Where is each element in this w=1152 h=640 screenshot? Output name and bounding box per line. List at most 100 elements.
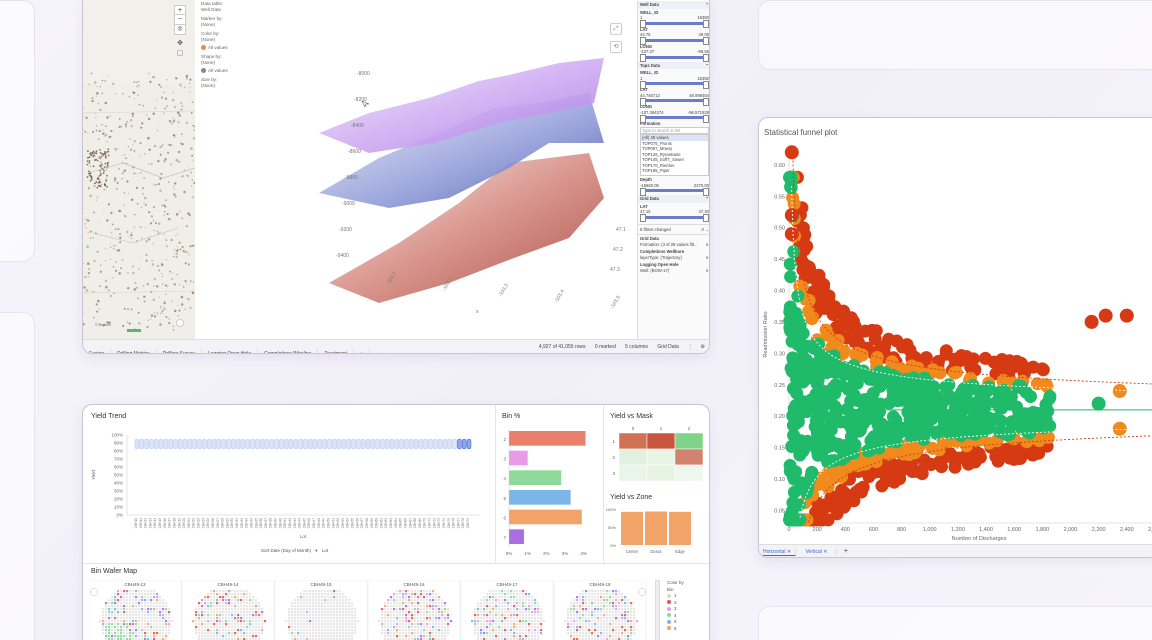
marker-by-value[interactable]: (None) (201, 22, 216, 27)
funnel-point (783, 305, 797, 319)
tab-drilling-metrics[interactable]: Drilling Metrics (111, 349, 157, 353)
bin-legend-item[interactable]: 4 (667, 613, 684, 620)
map-panel[interactable]: © Mapbox (83, 0, 195, 339)
tab-facing[interactable]: Facing (83, 349, 112, 353)
wafer-die (513, 593, 516, 596)
lot-tick-label: CBH17 (168, 518, 172, 529)
expand-icon[interactable]: ⤢ (610, 23, 622, 35)
reset-filters-icon[interactable]: ↺ ⌄ (700, 226, 709, 232)
filters-changed-bar[interactable]: 5 filters changed ↺ ⌄ (638, 223, 709, 235)
wafer-die (426, 599, 429, 602)
completions-filter-item[interactable]: layerType: (Trajectory) ✕ (640, 255, 709, 261)
wafer-die (609, 626, 612, 629)
formation-list-item[interactable]: TOP145_SoffT_Sower (642, 157, 684, 162)
rectangle-select-icon[interactable]: ▢ (176, 50, 184, 57)
zoom-in-button[interactable]: + (174, 5, 186, 15)
tab-treatment[interactable]: Treatment (318, 349, 354, 353)
close-icon[interactable]: ✕ (705, 241, 709, 247)
add-tab-button[interactable]: + (354, 349, 370, 353)
wafer-die (621, 617, 624, 620)
bin-legend-item[interactable]: 5 (667, 619, 684, 626)
yield-vs-zone-chart[interactable]: 100%50%0%Center Donut Edge (605, 505, 709, 559)
tab-completions-wireline[interactable]: Completions Wireline (258, 349, 319, 353)
wafer-die (351, 632, 354, 635)
filter-group-grid-data[interactable]: Grid Data ⌃ (638, 195, 709, 203)
grid-data-filter-item[interactable]: Formation: (3 of 29 values filt... ✕ (640, 242, 709, 248)
yield-trend-chart[interactable]: 100%90%80%70%60%50%40%30%20%10%0%YieldCB… (83, 419, 488, 564)
shape-legend-item[interactable]: All values (201, 68, 259, 74)
wafer-die (321, 593, 324, 596)
color-legend-item[interactable]: All values (201, 45, 259, 51)
sort-axis-selector[interactable]: Sort Date (Day of Month) ▾ Lot (261, 548, 329, 553)
bin-legend-item[interactable]: 3 (667, 606, 684, 613)
wafer-die (240, 620, 243, 623)
well-id-slider[interactable] (640, 20, 709, 28)
color-by-value[interactable]: (None) (201, 37, 216, 42)
bin-wafer-map[interactable]: CBH49-13 CBH49-14 CBH49-15 CBH49-16 CBH49-17… (89, 580, 651, 640)
zoom-out-button[interactable]: − (174, 15, 186, 25)
color-by-label[interactable]: Color by (667, 580, 684, 585)
logging-filter-item[interactable]: Well: (BOW-17) ✕ (640, 268, 709, 274)
size-by-value[interactable]: (None) (201, 83, 216, 88)
wafer-die (255, 638, 258, 640)
lat-slider[interactable] (640, 37, 709, 45)
bin-legend-item[interactable]: 6 (667, 626, 684, 633)
formation-list-item[interactable]: TOP097_Mowry (642, 146, 673, 151)
wafer-die (300, 632, 303, 635)
wafer-die (408, 620, 411, 623)
funnel-plot-chart[interactable]: 0.050.100.150.200.250.300.350.400.450.50… (759, 138, 1152, 548)
formation-list-item[interactable]: TOP185_Piper (642, 168, 670, 173)
formation-search-input[interactable]: Type to search in list (640, 126, 709, 134)
wafer-die (237, 608, 240, 611)
settings-icon[interactable]: ⚙ (700, 344, 705, 350)
bin-legend-item[interactable]: 1 (667, 593, 684, 600)
map-close-icon[interactable] (176, 319, 184, 327)
close-icon[interactable]: ✕ (705, 267, 709, 273)
wafer-die (255, 614, 258, 617)
filter-group-tops-data[interactable]: Tops Data ⌃ (638, 61, 709, 69)
wafer-die (537, 617, 540, 620)
data-table-value[interactable]: Well Data (201, 7, 221, 12)
filter-group-well-data[interactable]: Well Data ⌃ (638, 1, 709, 9)
wafer-die (222, 608, 225, 611)
more-icon[interactable]: ⋮ (688, 344, 694, 350)
depth-slider[interactable] (640, 187, 709, 196)
pan-icon[interactable]: ✥ (177, 40, 183, 47)
tab-horizontal[interactable]: Horizontal ✕ (759, 549, 797, 556)
surface-3d-plot[interactable]: -8000-8200-8400-8600-8800-9000-9200-9400… (259, 0, 633, 339)
formation-list-item[interactable]: TOP170_Rierdon (642, 162, 675, 168)
yield-box (153, 438, 159, 450)
wafer-die (141, 608, 144, 611)
shape-by-value[interactable]: (None) (201, 60, 216, 65)
close-icon[interactable]: ✕ (705, 254, 709, 260)
reset-view-icon[interactable]: ◎ (174, 25, 186, 35)
data-table-selector[interactable]: Grid Data (657, 344, 679, 350)
wafer-die (141, 617, 144, 620)
tab-drilling-survey[interactable]: Drilling Survey (157, 349, 203, 353)
formation-list-item[interactable]: TOP075_Pronis (642, 140, 672, 146)
wafer-scrollbar[interactable] (655, 580, 660, 640)
add-tab-button[interactable]: + (843, 548, 848, 555)
wafer-die (573, 599, 576, 602)
lat2-slider[interactable] (640, 97, 709, 106)
grid-lat-slider[interactable] (640, 214, 709, 222)
wafer-die (594, 593, 597, 596)
wafer-die (330, 611, 333, 614)
long-slider[interactable] (640, 54, 709, 62)
tab-vertical[interactable]: Vertical ✕ (797, 549, 837, 555)
formation-list-item[interactable]: TOP126_RyranKase (642, 151, 681, 157)
formation-list[interactable]: (All) 29 values TOP075_Pronis TOP097_Mowry… (640, 134, 709, 176)
wafer-die (261, 629, 264, 632)
well-id2-slider[interactable] (640, 80, 709, 89)
close-tab-icon[interactable]: ✕ (823, 549, 828, 555)
formation-list-item[interactable]: (All) 29 values (641, 135, 708, 141)
reset-camera-icon[interactable]: ⟲ (610, 41, 622, 53)
long-min: -107.37 (640, 49, 655, 54)
long2-slider[interactable] (640, 114, 709, 123)
tab-logging-open-hole[interactable]: Logging Open Hole (202, 349, 259, 353)
close-tab-icon[interactable]: ✕ (786, 549, 792, 555)
bin-legend-item[interactable]: 2 (667, 600, 684, 607)
wafer-die (429, 617, 432, 620)
